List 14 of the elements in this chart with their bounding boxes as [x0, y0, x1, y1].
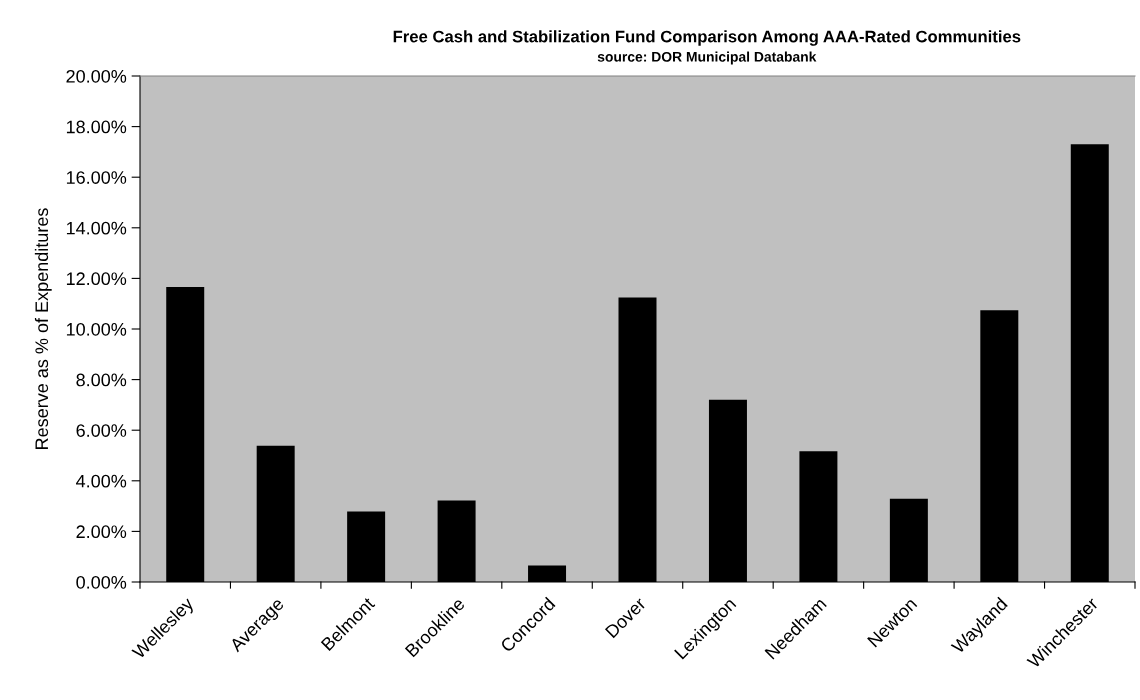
y-tick-label: 0.00%: [76, 575, 127, 589]
y-tick-label: 8.00%: [76, 373, 127, 387]
y-tick-label: 14.00%: [66, 221, 127, 235]
y-axis-title: Reserve as % of Expenditures: [34, 208, 52, 449]
y-tick-label: 2.00%: [76, 525, 127, 539]
y-tick-label: 16.00%: [66, 171, 127, 184]
y-tick-label: 12.00%: [66, 272, 127, 286]
y-tick-label: 20.00%: [66, 69, 127, 83]
chart-subtitle: source: DOR Municipal Databank: [597, 51, 817, 65]
y-tick-label: 18.00%: [66, 120, 127, 134]
y-tick-label: 10.00%: [66, 322, 127, 336]
chart-title: Free Cash and Stabilization Fund Comparison Among AAA-Rated Communities: [393, 30, 1021, 46]
y-tick-label: 4.00%: [76, 474, 127, 488]
y-tick-label: 6.00%: [76, 424, 127, 437]
